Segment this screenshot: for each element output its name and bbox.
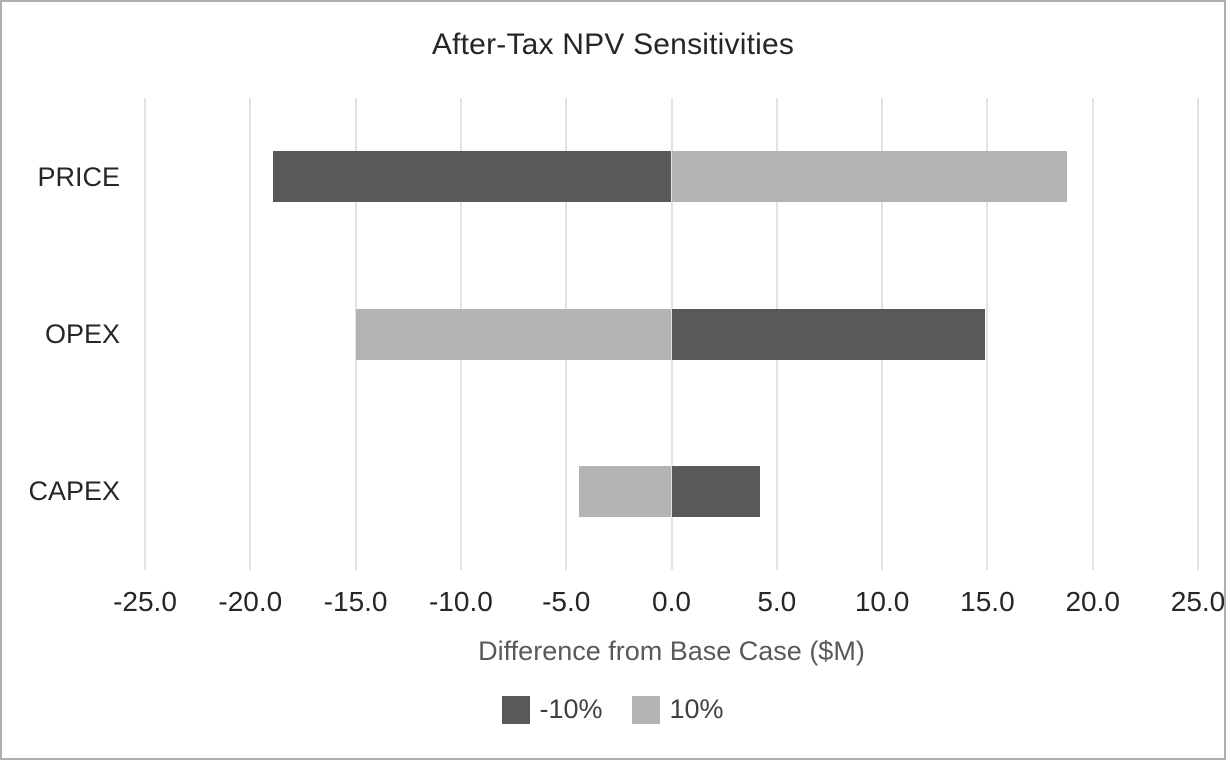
legend: -10% 10% (2, 694, 1224, 725)
bar-opex-10% (355, 308, 672, 360)
gridline--20.0 (249, 98, 252, 570)
legend-swatch-plus10 (632, 695, 661, 724)
legend-item-minus10: -10% (502, 694, 602, 725)
category-label-price: PRICE (37, 161, 120, 192)
gridline--25.0 (144, 98, 146, 570)
x-tick-5.0: 5.0 (757, 586, 797, 617)
bar-opex--10% (671, 308, 986, 360)
legend-swatch-minus10 (502, 695, 531, 724)
x-tick--5.0: -5.0 (542, 586, 591, 617)
x-tick--20.0: -20.0 (218, 586, 283, 617)
x-tick-15.0: 15.0 (960, 586, 1015, 617)
x-tick--15.0: -15.0 (323, 586, 388, 617)
gridline-25.0 (1197, 98, 1199, 570)
plot-area (144, 98, 1199, 570)
x-axis-title: Difference from Base Case ($M) (478, 636, 865, 666)
bar-capex-10% (578, 465, 672, 517)
x-tick-25.0: 25.0 (1170, 586, 1226, 617)
legend-label-plus10: 10% (669, 694, 724, 724)
bar-price--10% (273, 151, 672, 203)
gridline-15.0 (986, 98, 989, 570)
gridline-20.0 (1091, 98, 1094, 570)
category-label-capex: CAPEX (28, 476, 120, 507)
bar-capex--10% (671, 465, 760, 517)
x-tick-20.0: 20.0 (1065, 586, 1120, 617)
x-tick-10.0: 10.0 (854, 586, 910, 617)
category-label-opex: OPEX (44, 319, 120, 349)
x-tick--25.0: -25.0 (113, 586, 177, 617)
bar-price-10% (671, 151, 1068, 203)
legend-item-plus10: 10% (632, 694, 724, 725)
x-tick-0.0: 0.0 (652, 586, 691, 617)
legend-label-minus10: -10% (539, 694, 603, 724)
chart-title: After-Tax NPV Sensitivities (431, 28, 795, 61)
x-tick--10.0: -10.0 (428, 586, 493, 617)
